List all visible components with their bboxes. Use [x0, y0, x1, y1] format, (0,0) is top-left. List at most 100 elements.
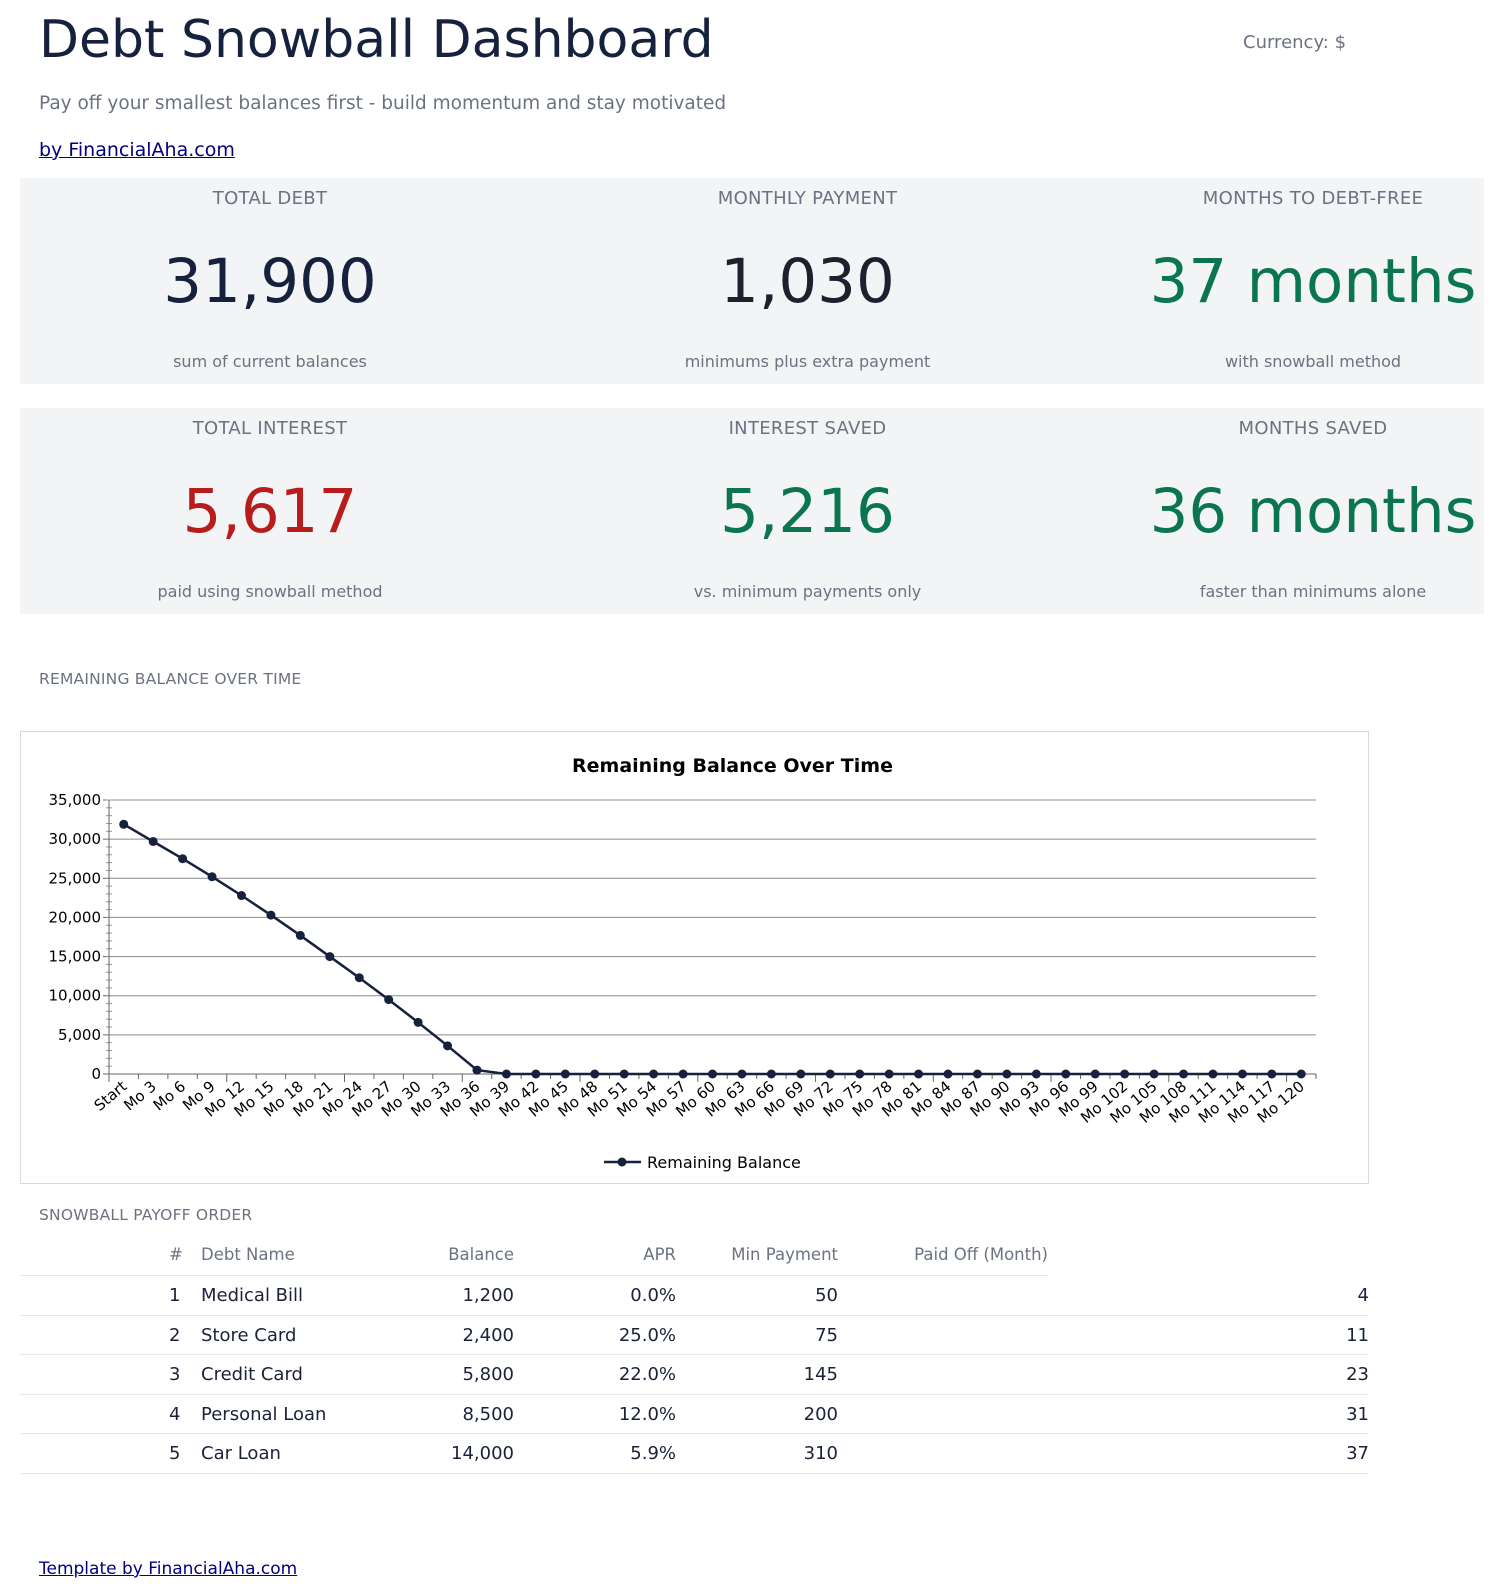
currency-label: Currency: $: [1243, 32, 1347, 53]
data-point: [590, 1069, 600, 1079]
data-point: [884, 1069, 894, 1079]
data-point: [1002, 1069, 1012, 1079]
cell-num: 3: [169, 1364, 181, 1385]
col-header-num: #: [169, 1245, 183, 1264]
cell-min: 200: [803, 1404, 838, 1425]
kpi-value: 5,216: [720, 476, 895, 547]
y-tick-label: 15,000: [49, 948, 102, 966]
cell-num: 2: [169, 1325, 181, 1346]
data-point: [1149, 1069, 1159, 1079]
y-tick-label: 25,000: [49, 869, 102, 887]
y-tick-label: 35,000: [49, 791, 102, 809]
kpi-total-debt: TOTAL DEBT 31,900 sum of current balance…: [20, 178, 520, 384]
cell-name: Medical Bill: [201, 1285, 304, 1306]
data-point: [1031, 1069, 1041, 1079]
y-tick-label: 0: [91, 1065, 101, 1083]
cell-apr: 5.9%: [630, 1443, 676, 1464]
cell-num: 4: [169, 1404, 181, 1425]
balance-chart-svg: Remaining Balance Over Time 0 5,000 10,000 1…: [49, 755, 1317, 1172]
cell-name: Store Card: [201, 1325, 297, 1346]
data-point: [236, 891, 246, 901]
col-header-apr: APR: [643, 1245, 676, 1264]
row-divider: [20, 1354, 1369, 1355]
data-point: [207, 872, 217, 882]
col-header-min-payment: Min Payment: [731, 1245, 838, 1264]
cell-balance: 14,000: [451, 1443, 514, 1464]
kpi-monthly-payment: MONTHLY PAYMENT 1,030 minimums plus extr…: [560, 178, 1055, 384]
cell-paid: 23: [1346, 1364, 1369, 1385]
cell-paid: 37: [1346, 1443, 1369, 1464]
chart-title: Remaining Balance Over Time: [572, 755, 893, 777]
kpi-value: 31,900: [163, 246, 377, 317]
cell-min: 50: [815, 1285, 838, 1306]
col-header-paid-off: Paid Off (Month): [914, 1245, 1048, 1264]
row-divider: [20, 1473, 1369, 1474]
data-point: [501, 1069, 511, 1079]
kpi-label: TOTAL INTEREST: [192, 418, 348, 439]
x-tick-label: Mo 3: [120, 1077, 159, 1114]
data-point: [560, 1069, 570, 1079]
cell-num: 5: [169, 1443, 181, 1464]
data-point: [384, 995, 394, 1005]
data-point: [1179, 1069, 1189, 1079]
kpi-row-2: TOTAL INTEREST 5,617 paid using snowball…: [20, 408, 1484, 614]
cell-paid: 11: [1346, 1325, 1369, 1346]
cell-paid: 4: [1357, 1285, 1369, 1306]
data-point: [413, 1017, 423, 1027]
cell-min: 310: [803, 1443, 838, 1464]
data-point: [325, 952, 335, 962]
kpi-value: 1,030: [720, 246, 895, 317]
data-point: [443, 1041, 453, 1051]
chart-section-label: REMAINING BALANCE OVER TIME: [39, 670, 302, 688]
data-point: [1267, 1069, 1277, 1079]
data-point: [1120, 1069, 1130, 1079]
page-subtitle: Pay off your smallest balances first - b…: [39, 93, 727, 114]
data-point: [825, 1069, 835, 1079]
kpi-label: MONTHS SAVED: [1238, 418, 1388, 439]
col-header-name: Debt Name: [201, 1245, 295, 1264]
data-point: [148, 836, 158, 846]
page-title: Debt Snowball Dashboard: [39, 10, 714, 70]
balance-chart: Remaining Balance Over Time 0 5,000 10,000 1…: [20, 731, 1369, 1184]
data-point: [766, 1069, 776, 1079]
cell-paid: 31: [1346, 1404, 1369, 1425]
data-point: [295, 930, 305, 940]
kpi-note: with snowball method: [1224, 352, 1402, 371]
data-point: [1296, 1069, 1306, 1079]
footer-template-link[interactable]: Template by FinancialAha.com: [39, 1559, 298, 1579]
cell-name: Credit Card: [201, 1364, 303, 1385]
cell-balance: 2,400: [462, 1325, 514, 1346]
row-divider: [20, 1394, 1369, 1395]
data-point: [737, 1069, 747, 1079]
table-section-label: SNOWBALL PAYOFF ORDER: [39, 1206, 253, 1224]
row-divider: [20, 1315, 1369, 1316]
series-line: [123, 823, 1302, 1076]
kpi-label: TOTAL DEBT: [212, 188, 328, 209]
kpi-value: 36 months: [1149, 476, 1477, 547]
y-tick-label: 30,000: [49, 830, 102, 848]
kpi-note: sum of current balances: [173, 352, 367, 371]
kpi-value: 37 months: [1149, 246, 1477, 317]
kpi-label: MONTHS TO DEBT-FREE: [1202, 188, 1424, 209]
kpi-months-to-debt-free: MONTHS TO DEBT-FREE 37 months with snowb…: [1070, 178, 1499, 384]
y-tick-label: 5,000: [58, 1026, 101, 1044]
cell-min: 75: [815, 1325, 838, 1346]
y-tick-label: 10,000: [49, 987, 102, 1005]
cell-min: 145: [803, 1364, 838, 1385]
data-point: [531, 1069, 541, 1079]
table-header-divider: [20, 1275, 1048, 1276]
data-point: [972, 1069, 982, 1079]
kpi-total-interest: TOTAL INTEREST 5,617 paid using snowball…: [20, 408, 520, 614]
author-link[interactable]: by FinancialAha.com: [39, 139, 235, 161]
data-point: [472, 1065, 482, 1075]
data-point: [678, 1069, 688, 1079]
data-point: [119, 819, 129, 829]
cell-name: Car Loan: [201, 1443, 281, 1464]
row-divider: [20, 1433, 1369, 1434]
data-point: [1237, 1069, 1247, 1079]
cell-balance: 1,200: [462, 1285, 514, 1306]
kpi-row-1: TOTAL DEBT 31,900 sum of current balance…: [20, 178, 1484, 384]
data-point: [266, 910, 276, 920]
cell-name: Personal Loan: [201, 1404, 327, 1425]
kpi-label: MONTHLY PAYMENT: [717, 188, 898, 209]
